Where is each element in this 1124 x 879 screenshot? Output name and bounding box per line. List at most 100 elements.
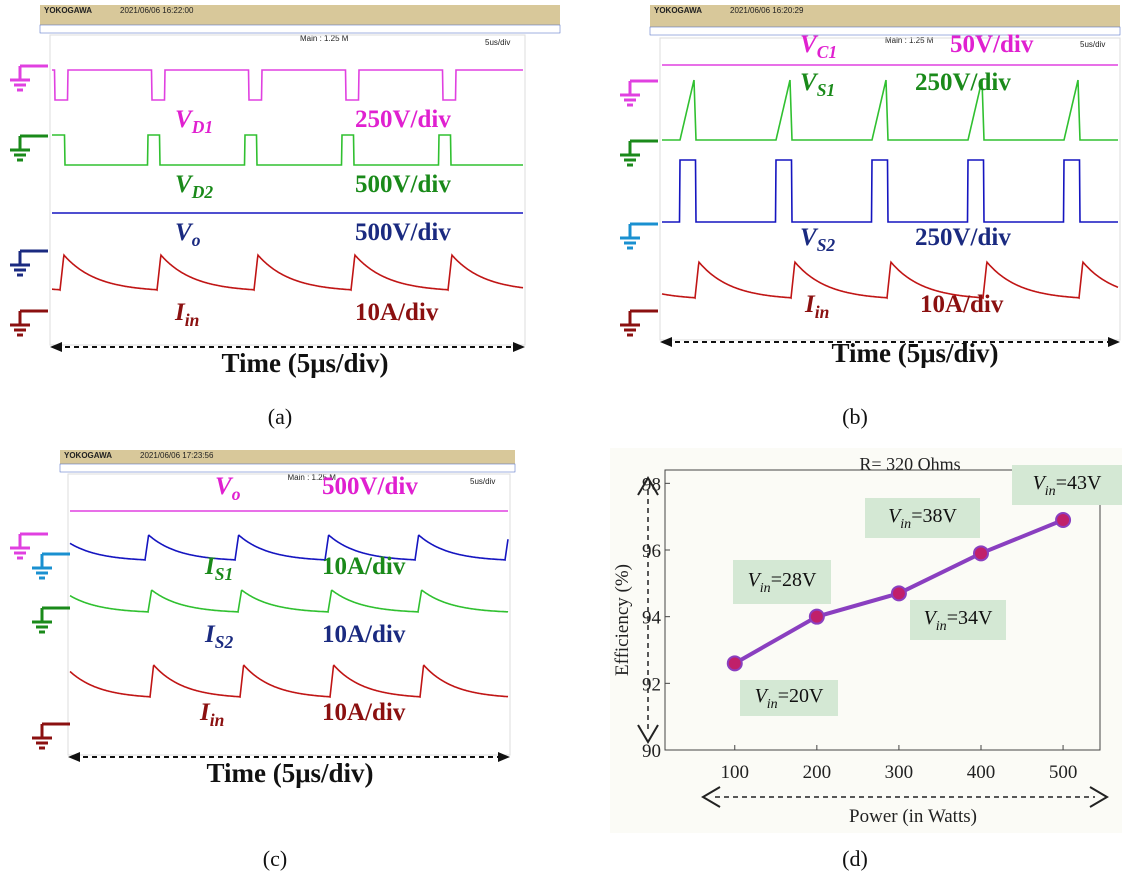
trace-scale: 500V/div [355, 171, 451, 198]
trace-label: VC1 [800, 31, 837, 62]
trace-label-sub: S2 [817, 235, 836, 255]
scope-date: 2021/06/06 17:23:56 [140, 451, 214, 460]
point-label-rest: =28V [771, 569, 817, 591]
y-tick-label: 94 [642, 608, 662, 629]
point-label-sub: in [900, 517, 911, 532]
caption: (b) [842, 404, 868, 429]
point-label-sub: in [767, 697, 778, 712]
scope-channel-row [60, 464, 515, 472]
scope-date: 2021/06/06 16:20:29 [730, 6, 804, 15]
y-tick-label: 96 [642, 541, 661, 562]
trace-label-sub: in [185, 310, 200, 330]
ground-symbol [620, 311, 658, 335]
scope-timebase: 5us/div [1080, 40, 1105, 49]
trace-scale: 10A/div [322, 553, 406, 580]
trace-label-sub: D1 [191, 117, 213, 137]
x-tick-label: 400 [967, 762, 996, 783]
point-label-sub: in [936, 619, 947, 634]
point-label-rest: =38V [911, 505, 957, 527]
trace-label: Iin [174, 299, 199, 330]
ground-symbol [10, 136, 48, 160]
trace-label-sub: D2 [191, 182, 214, 202]
data-point [1056, 513, 1070, 527]
ground-symbol [10, 251, 48, 275]
waveform [662, 160, 1118, 222]
trace-label: Vo [175, 219, 201, 250]
trace-label: Vo [215, 473, 241, 504]
scope-channel-row [40, 25, 560, 33]
trace-label: VS2 [800, 224, 835, 255]
scope-brand: YOKOGAWA [654, 6, 702, 15]
ground-symbol [32, 554, 70, 578]
trace-label: Iin [804, 291, 829, 322]
waveform [70, 665, 508, 697]
waveform [52, 255, 523, 290]
data-point [892, 586, 906, 600]
point-label-rest: =43V [1056, 472, 1102, 494]
trace-scale: 250V/div [915, 224, 1011, 251]
trace-scale: 250V/div [355, 106, 451, 133]
scope-brand: YOKOGAWA [44, 6, 92, 15]
trace-scale: 10A/div [355, 299, 439, 326]
waveform [70, 590, 508, 612]
trace-label: IS2 [204, 621, 233, 652]
trace-label: Iin [199, 699, 224, 730]
y-axis-label: Efficiency (%) [612, 564, 633, 676]
time-label: Time (5μs/div) [206, 758, 373, 788]
caption: (d) [842, 846, 868, 871]
ground-symbol [620, 81, 658, 105]
x-tick-label: 300 [885, 762, 914, 783]
scope-date: 2021/06/06 16:22:00 [120, 6, 194, 15]
x-axis-label: Power (in Watts) [849, 806, 977, 827]
ground-symbol [620, 141, 658, 165]
trace-scale: 10A/div [920, 291, 1004, 318]
trace-label: IS1 [204, 553, 233, 584]
trace-label: VS1 [800, 69, 835, 100]
trace-scale: 500V/div [355, 219, 451, 246]
x-tick-label: 200 [803, 762, 832, 783]
caption: (c) [263, 846, 287, 871]
trace-label-sub: S1 [215, 564, 233, 584]
chart-title: R= 320 Ohms [859, 454, 960, 474]
data-point [728, 656, 742, 670]
trace-label-sub: o [192, 230, 201, 250]
ground-symbol [32, 608, 70, 632]
figure: YOKOGAWA 2021/06/06 16:22:00 Main : 1.25 M… [0, 0, 1124, 879]
y-tick-label: 90 [642, 741, 661, 762]
trace-scale: 10A/div [322, 699, 406, 726]
time-label: Time (5μs/div) [831, 338, 998, 368]
trace-label-sub: S1 [817, 80, 835, 100]
scope-channel-row [650, 27, 1120, 35]
trace-label: VD1 [175, 106, 213, 137]
point-label-rest: =34V [947, 607, 993, 629]
waveform [52, 70, 523, 100]
trace-label-sub: in [210, 710, 225, 730]
time-label: Time (5μs/div) [221, 348, 388, 378]
x-tick-label: 500 [1049, 762, 1078, 783]
trace-scale: 10A/div [322, 621, 406, 648]
waveform [662, 262, 1118, 298]
trace-scale: 250V/div [915, 69, 1011, 96]
ground-symbol [10, 311, 48, 335]
trace-label-sub: in [815, 302, 830, 322]
scope-timebase: 5us/div [485, 38, 510, 47]
trace-label-sub: S2 [215, 632, 234, 652]
waveform [70, 535, 508, 560]
scope-brand: YOKOGAWA [64, 451, 112, 460]
trace-scale: 500V/div [322, 473, 418, 500]
ground-symbol [10, 66, 48, 90]
trace-scale: 50V/div [950, 31, 1034, 58]
data-point [810, 610, 824, 624]
waveform [52, 135, 523, 165]
ground-symbol [620, 224, 658, 248]
scope-timebase: 5us/div [470, 477, 495, 486]
ground-symbol [32, 724, 70, 748]
point-label-sub: in [1045, 484, 1056, 499]
caption: (a) [268, 404, 292, 429]
point-label-rest: =20V [778, 685, 824, 707]
y-tick-label: 92 [642, 674, 661, 695]
data-point [974, 546, 988, 560]
x-tick-label: 100 [721, 762, 750, 783]
point-label-sub: in [760, 581, 771, 596]
scope-main: Main : 1.25 M [885, 36, 934, 45]
